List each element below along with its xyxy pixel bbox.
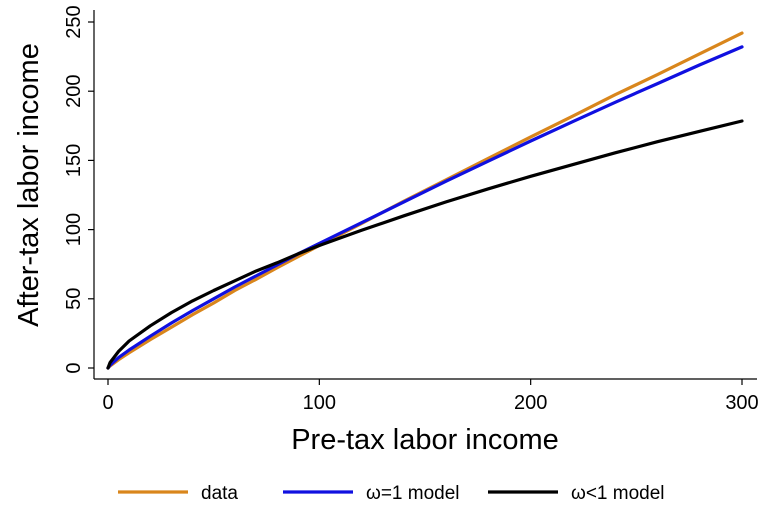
x-axis-title: Pre-tax labor income: [291, 424, 559, 456]
x-tick-label: 100: [303, 392, 336, 414]
legend-label-0: data: [201, 483, 238, 504]
plot-area: [106, 31, 744, 370]
y-axis-title: After-tax labor income: [13, 43, 45, 327]
series-line-2: [106, 119, 744, 370]
legend-label-1: ω=1 model: [366, 483, 460, 504]
y-tick-label: 150: [63, 144, 85, 177]
y-tick-label: 200: [63, 75, 85, 108]
axes: 0 100 200 300 0 50 100 150 200 250: [63, 5, 759, 414]
y-tick-label: 50: [63, 288, 85, 310]
legend-label-2: ω<1 model: [571, 483, 665, 504]
x-tick-label: 200: [514, 392, 547, 414]
series-line-0: [106, 31, 744, 370]
x-tick-label: 300: [725, 392, 758, 414]
legend: data ω=1 model ω<1 model: [118, 483, 665, 504]
x-tick-label: 0: [102, 392, 113, 414]
y-tick-label: 250: [63, 5, 85, 38]
y-tick-label: 100: [63, 213, 85, 246]
y-tick-label: 0: [63, 362, 85, 373]
